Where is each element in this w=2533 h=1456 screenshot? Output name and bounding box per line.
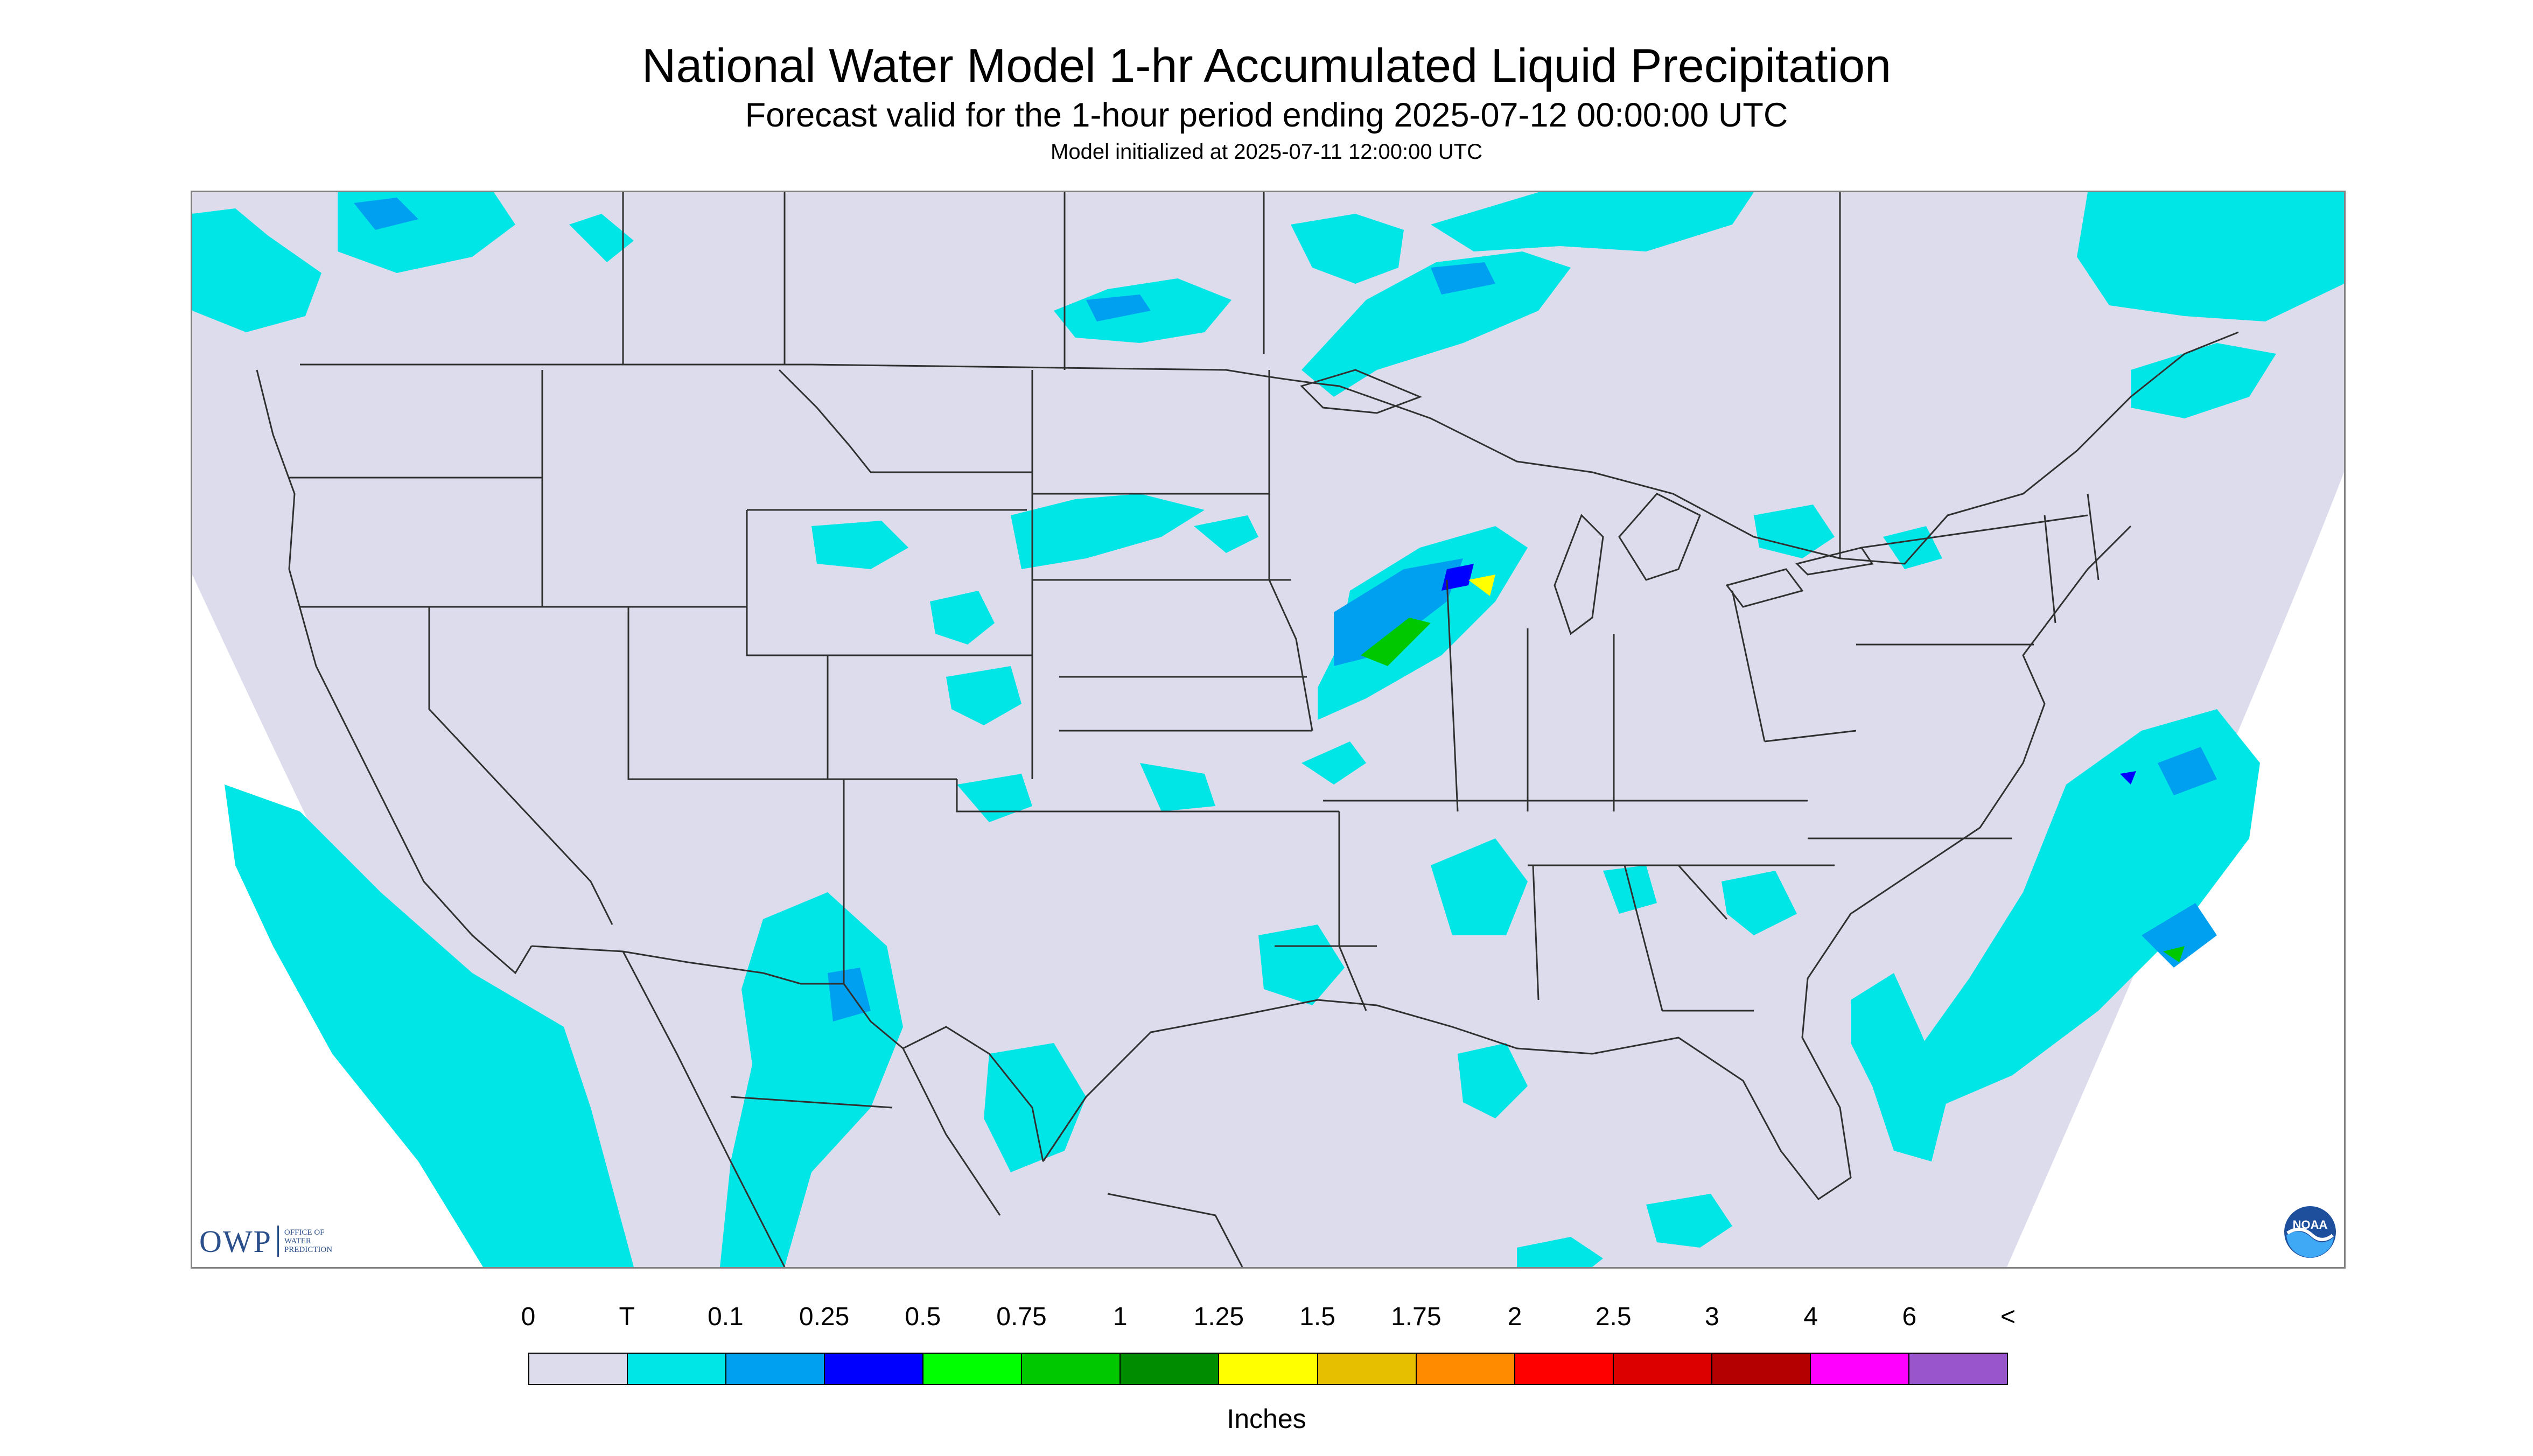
legend-tick-label: 1.75 xyxy=(1391,1303,1442,1331)
legend-swatch xyxy=(1022,1354,1121,1384)
legend-swatch xyxy=(726,1354,825,1384)
legend-swatch xyxy=(1712,1354,1811,1384)
legend-tick-label: 2.5 xyxy=(1595,1303,1632,1331)
legend-swatch xyxy=(1909,1354,2007,1384)
owp-logo-subtext: OFFICE OF WATER PREDICTION xyxy=(284,1228,332,1254)
owp-logo: OWP OFFICE OF WATER PREDICTION xyxy=(199,1222,332,1260)
legend-swatch xyxy=(1318,1354,1417,1384)
legend-swatch xyxy=(1219,1354,1318,1384)
legend-swatch xyxy=(923,1354,1023,1384)
precipitation-map[interactable] xyxy=(191,191,2346,1269)
precip-color-legend xyxy=(528,1353,2008,1385)
map-title: National Water Model 1-hr Accumulated Li… xyxy=(641,39,1892,92)
legend-swatch xyxy=(1416,1354,1515,1384)
legend-swatch xyxy=(529,1354,628,1384)
legend-units: Inches xyxy=(1227,1404,1306,1434)
forecast-valid-subtitle: Forecast valid for the 1-hour period end… xyxy=(745,96,1788,134)
map-canvas xyxy=(192,192,2344,1267)
legend-tick-label: 0.5 xyxy=(905,1303,941,1331)
legend-swatch xyxy=(1810,1354,1909,1384)
legend-tick-label: 0.75 xyxy=(996,1303,1047,1331)
legend-tick-label: < xyxy=(2000,1303,2016,1331)
political-boundaries xyxy=(256,192,2239,1267)
owp-logo-line: PREDICTION xyxy=(284,1245,333,1254)
owp-logo-text: OWP xyxy=(199,1223,272,1259)
precip-trace-areas xyxy=(192,192,2344,1267)
legend-tick-label: 4 xyxy=(1803,1303,1818,1331)
legend-tick-label: 1.5 xyxy=(1299,1303,1335,1331)
legend-swatch xyxy=(1121,1354,1220,1384)
owp-logo-line: WATER xyxy=(284,1237,311,1245)
legend-tick-label: 6 xyxy=(1902,1303,1917,1331)
legend-tick-label: 0.25 xyxy=(799,1303,850,1331)
legend-tick-label: 0 xyxy=(521,1303,536,1331)
noaa-logo: NOAA xyxy=(2284,1206,2336,1258)
legend-swatch xyxy=(825,1354,924,1384)
precip-heavy-cores xyxy=(1361,564,2185,962)
owp-logo-divider xyxy=(277,1226,279,1257)
legend-swatch xyxy=(1515,1354,1614,1384)
legend-tick-label: T xyxy=(619,1303,635,1331)
legend-tick-label: 3 xyxy=(1705,1303,1719,1331)
legend-tick-label: 2 xyxy=(1507,1303,1522,1331)
legend-tick-label: 1.25 xyxy=(1193,1303,1244,1331)
legend-tick-label: 0.1 xyxy=(708,1303,744,1331)
model-init-label: Model initialized at 2025-07-11 12:00:00… xyxy=(1051,140,1482,164)
precip-moderate-areas xyxy=(354,198,2217,1021)
legend-swatch xyxy=(1613,1354,1712,1384)
noaa-logo-text: NOAA xyxy=(2293,1218,2328,1231)
legend-swatch xyxy=(628,1354,727,1384)
owp-logo-line: OFFICE OF xyxy=(284,1228,325,1237)
legend-tick-label: 1 xyxy=(1112,1303,1128,1331)
legend-tick-labels: 0 T 0.1 0.25 0.5 0.75 1 1.25 1.5 1.75 2 2.5 3 4 6 < xyxy=(0,1302,2533,1334)
